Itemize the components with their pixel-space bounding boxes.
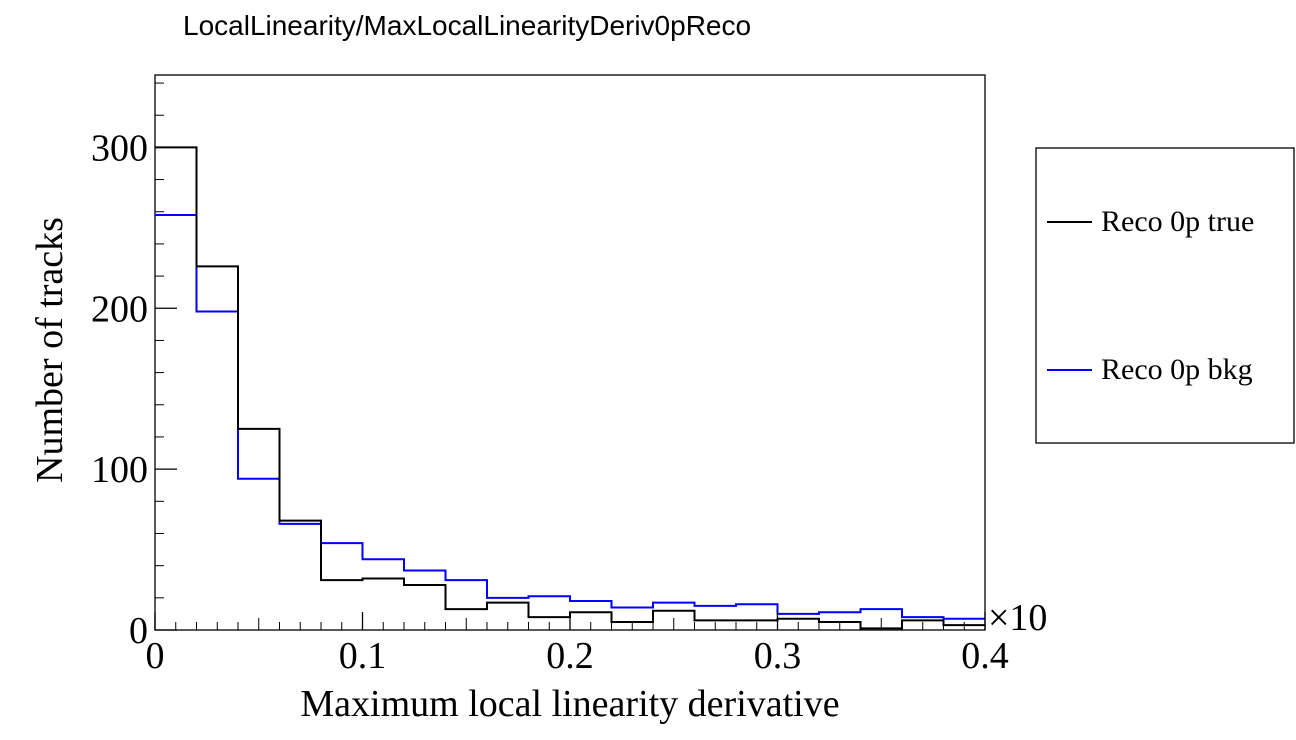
y-tick-label: 0 [129,610,148,652]
y-tick-label: 100 [91,449,148,491]
legend: Reco 0p true Reco 0p bkg [1035,147,1295,444]
y-axis-label: Number of tracks [29,217,71,483]
x-tick-label: 0.3 [754,635,802,677]
x-tick-label: 0 [146,635,165,677]
chart-title: LocalLinearity/MaxLocalLinearityDeriv0pR… [183,10,751,41]
x-axis-label: Maximum local linearity derivative [300,683,839,725]
series-line-reco-0p-true [155,146,985,630]
x-tick-label: 0.1 [339,635,387,677]
histogram-layer [155,146,985,630]
x-tick-label: 0.2 [546,635,594,677]
x-tick-label: 0.4 [961,635,1009,677]
legend-label-reco-0p-bkg: Reco 0p bkg [1101,353,1253,386]
x-exponent-label: ×10 [988,597,1047,639]
axis-ticks: 0 0.1 0.2 0.3 0.4 0 100 200 300 [91,82,1009,677]
series-line-reco-0p-bkg [155,213,985,620]
y-tick-label: 200 [91,288,148,330]
legend-label-reco-0p-true: Reco 0p true [1101,205,1254,238]
y-tick-label: 300 [91,127,148,169]
plot-frame [154,74,986,631]
legend-box [1035,147,1295,444]
